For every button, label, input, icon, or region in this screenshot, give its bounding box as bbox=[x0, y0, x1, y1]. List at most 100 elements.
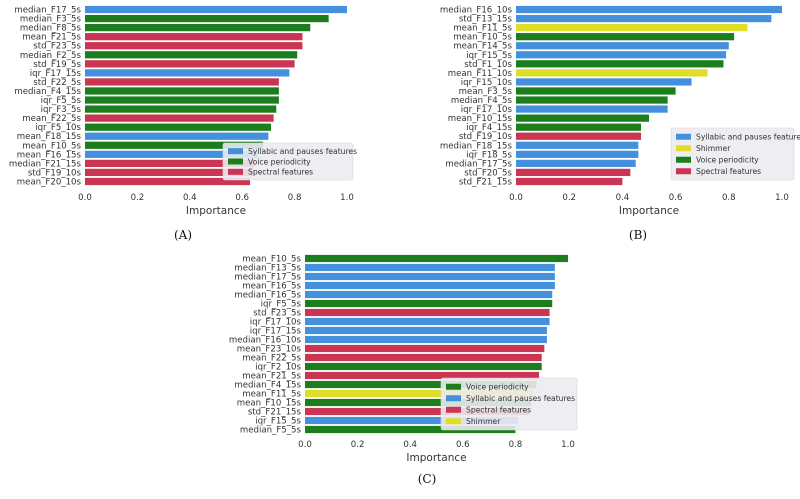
x-tick-label: 0.0 bbox=[509, 193, 523, 203]
y-tick-label: iqr_F15_10s bbox=[461, 78, 513, 88]
legend-label: Voice periodicity bbox=[248, 157, 311, 166]
y-tick-label: iqr_F4_15s bbox=[466, 123, 512, 133]
y-tick-label: std_F23_5s bbox=[33, 42, 81, 52]
y-tick-label: mean_F11_5s bbox=[242, 390, 301, 400]
y-tick-label: median_F18_15s bbox=[440, 141, 513, 151]
y-tick-label: iqr_F18_5s bbox=[466, 150, 512, 160]
bar-median-F2-5s bbox=[85, 51, 298, 59]
y-tick-label: mean_F23_10s bbox=[237, 345, 302, 355]
y-tick-label: mean_F10_5s bbox=[242, 255, 301, 265]
bar-std-F19-10s bbox=[85, 168, 253, 177]
legend-swatch bbox=[676, 156, 691, 163]
y-tick-label: iqr_F5_10s bbox=[35, 123, 81, 133]
bar-mean-F21-5s bbox=[305, 371, 540, 380]
y-tick-label: iqr_F5_5s bbox=[41, 96, 82, 106]
y-tick-label: median_F16_10s bbox=[440, 6, 513, 16]
y-tick-label: iqr_F17_10s bbox=[461, 105, 513, 115]
x-tick-label: 0.0 bbox=[298, 440, 312, 450]
y-tick-label: median_F2_5s bbox=[20, 51, 82, 61]
bar-std-F13-15s bbox=[516, 14, 772, 23]
y-tick-label: std_F1_10s bbox=[464, 60, 512, 70]
bar-median-F16-5s bbox=[305, 290, 553, 299]
y-tick-label: median_F4_5s bbox=[451, 96, 513, 106]
legend-swatch bbox=[676, 133, 691, 140]
bar-iqr-F17-10s bbox=[305, 317, 550, 326]
bar-std-F23-5s bbox=[85, 42, 303, 50]
bar-median-F17-5s bbox=[516, 159, 636, 167]
bar-iqr-F17-10s bbox=[516, 105, 668, 113]
legend-label: Voice periodicity bbox=[696, 156, 759, 165]
x-tick-label: 0.2 bbox=[351, 440, 365, 450]
legend-swatch bbox=[228, 168, 243, 175]
bar-std-F19-10s bbox=[516, 132, 642, 140]
chart-c: mean_F10_5smedian_F13_5smedian_F17_5smea… bbox=[229, 255, 578, 486]
y-tick-label: median_F16_10s bbox=[229, 336, 302, 346]
legend-label: Voice periodicity bbox=[466, 383, 529, 392]
y-tick-label: median_F21_15s bbox=[9, 159, 82, 169]
y-tick-label: mean_F20_10s bbox=[17, 177, 82, 187]
y-tick-label: std_F19_5s bbox=[33, 60, 81, 70]
bar-median-F16-10s bbox=[305, 335, 547, 344]
bar-std-F20-5s bbox=[516, 168, 631, 177]
x-tick-label: 0.6 bbox=[235, 193, 249, 203]
bar-mean-F14-5s bbox=[516, 42, 729, 50]
y-tick-label: mean_F22_5s bbox=[22, 114, 81, 124]
y-tick-label: median_F8_5s bbox=[20, 24, 82, 34]
y-tick-label: mean_F18_15s bbox=[17, 132, 82, 142]
legend-label: Spectral features bbox=[466, 406, 531, 415]
bar-mean-F22-5s bbox=[305, 353, 542, 362]
x-tick-label: 1.0 bbox=[340, 193, 354, 203]
bar-median-F21-15s bbox=[85, 159, 256, 167]
y-tick-label: median_F3_5s bbox=[20, 15, 82, 25]
legend-label: Shimmer bbox=[466, 417, 501, 426]
bar-mean-F21-5s bbox=[85, 33, 303, 41]
bar-mean-F22-5s bbox=[85, 114, 274, 122]
bar-std-F1-10s bbox=[516, 60, 724, 68]
x-tick-label: 0.6 bbox=[669, 193, 683, 203]
figure-caption: (C) bbox=[418, 472, 437, 486]
y-tick-label: mean_F10_5s bbox=[22, 141, 81, 151]
x-tick-label: 0.8 bbox=[288, 193, 302, 203]
y-tick-label: median_F4_15s bbox=[14, 87, 81, 97]
bar-iqr-F15-10s bbox=[516, 78, 692, 86]
bar-median-F8-5s bbox=[85, 24, 311, 32]
x-tick-label: 0.2 bbox=[131, 193, 145, 203]
x-tick-label: 1.0 bbox=[775, 193, 789, 203]
legend-label: Spectral features bbox=[696, 167, 761, 176]
y-tick-label: std_F21_15s bbox=[248, 408, 302, 418]
legend-label: Syllabic and pauses features bbox=[696, 133, 800, 142]
bar-mean-F10-15s bbox=[305, 398, 532, 407]
y-tick-label: mean_F21_5s bbox=[22, 33, 81, 43]
bar-median-F5-5s bbox=[305, 425, 516, 434]
bar-median-F17-5s bbox=[85, 5, 347, 14]
bar-iqr-F15-5s bbox=[516, 51, 727, 59]
y-tick-label: median_F17_5s bbox=[445, 159, 512, 169]
x-tick-label: 0.8 bbox=[722, 193, 736, 203]
legend-label: Shimmer bbox=[696, 144, 731, 153]
bar-iqr-F2-10s bbox=[305, 362, 542, 371]
x-tick-label: 0.6 bbox=[456, 440, 470, 450]
bar-mean-F11-10s bbox=[516, 69, 708, 77]
y-tick-label: std_F19_10s bbox=[459, 132, 513, 142]
legend: Voice periodicity Syllabic and pauses fea… bbox=[440, 377, 578, 431]
y-tick-label: median_F13_5s bbox=[234, 264, 301, 274]
y-tick-label: iqr_F5_5s bbox=[261, 300, 302, 310]
y-tick-label: mean_F22_5s bbox=[242, 354, 301, 364]
y-tick-label: std_F20_5s bbox=[464, 168, 512, 178]
y-tick-label: median_F17_5s bbox=[234, 273, 301, 283]
legend-box bbox=[440, 377, 578, 431]
y-tick-label: median_F5_5s bbox=[240, 426, 302, 436]
bar-std-F19-5s bbox=[85, 60, 295, 68]
figure-caption: (A) bbox=[174, 228, 192, 242]
legend-swatch bbox=[676, 145, 691, 152]
legend-label: Syllabic and pauses features bbox=[248, 147, 357, 156]
x-tick-label: 0.4 bbox=[403, 440, 417, 450]
bar-mean-F11-5s bbox=[305, 389, 534, 398]
x-tick-label: 1.0 bbox=[561, 440, 575, 450]
legend-box bbox=[670, 127, 795, 181]
bar-median-F4-15s bbox=[305, 380, 537, 389]
bar-iqr-F5-10s bbox=[85, 123, 272, 131]
y-tick-label: mean_F10_5s bbox=[453, 33, 512, 43]
legend-swatch bbox=[446, 418, 461, 425]
